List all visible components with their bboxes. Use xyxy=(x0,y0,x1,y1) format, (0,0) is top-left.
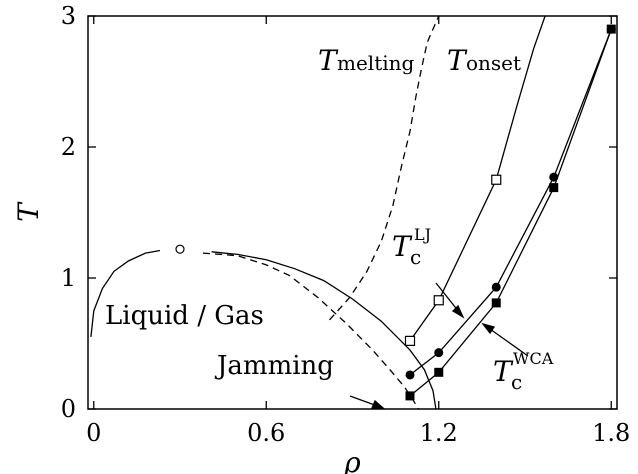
tc-wca-point xyxy=(491,298,501,308)
x-tick-label: 1.2 xyxy=(420,419,458,447)
critical-point-marker xyxy=(175,244,185,254)
tc-lj-main: T xyxy=(392,230,413,263)
series-spinodal-line xyxy=(202,252,420,410)
tc-lj-sup: LJ xyxy=(414,225,431,244)
t-onset-main: T xyxy=(447,44,468,77)
annotation-t-melting: T melting xyxy=(318,44,415,77)
arrow-wca-head xyxy=(481,322,496,335)
t-onset-sub: onset xyxy=(466,51,521,75)
annotation-liquid-gas: Liquid / Gas xyxy=(105,301,264,331)
arrow-lj-head xyxy=(451,304,465,319)
annotation-jamming: Jamming xyxy=(214,351,334,381)
series-t-onset-extension xyxy=(495,15,546,180)
axes: 0 0.6 1.2 1.8 0 1 2 3 ρ T xyxy=(12,2,630,474)
annotation-t-onset: T onset xyxy=(447,44,521,77)
tc-lj-sub: c xyxy=(410,245,421,269)
t-onset-point xyxy=(404,335,416,346)
series-coexistence-right xyxy=(211,251,437,410)
tc-wca-sup: WCA xyxy=(513,349,554,368)
tc-wca-point xyxy=(606,24,616,34)
series-coexistence-left xyxy=(90,249,161,337)
x-tick-label: 0 xyxy=(86,419,101,447)
tc-wca-point xyxy=(405,391,415,401)
plot-area xyxy=(90,15,616,410)
series-tc-lj-line xyxy=(409,28,612,376)
series-tc-wca-line xyxy=(409,28,612,397)
y-axis-label: T xyxy=(12,201,45,222)
y-tick-label: 3 xyxy=(61,2,76,30)
tc-lj-point xyxy=(405,370,415,380)
plot-frame xyxy=(87,15,618,410)
series-t-onset-line xyxy=(409,179,497,342)
y-tick-label: 0 xyxy=(61,395,76,423)
tc-wca-point xyxy=(549,183,559,193)
t-onset-point xyxy=(491,174,502,185)
tc-lj-point xyxy=(491,282,501,292)
tc-lj-point xyxy=(549,172,559,182)
tc-wca-point xyxy=(434,367,444,377)
annotation-tc-wca: T c WCA xyxy=(493,349,554,394)
tc-wca-sub: c xyxy=(511,370,522,394)
x-tick-label: 1.8 xyxy=(592,419,630,447)
t-onset-point xyxy=(433,295,444,306)
arrow-jamming-head xyxy=(371,399,385,409)
y-tick-label: 2 xyxy=(61,133,76,161)
x-axis-label: ρ xyxy=(343,446,361,474)
tc-lj-point xyxy=(434,348,444,358)
t-melting-main: T xyxy=(318,44,339,77)
annotation-arrows xyxy=(349,282,529,409)
y-tick-label: 1 xyxy=(61,264,76,292)
t-melting-sub: melting xyxy=(337,51,415,75)
annotation-tc-lj: T c LJ xyxy=(392,225,431,269)
x-tick-label: 0.6 xyxy=(247,419,285,447)
tc-wca-main: T xyxy=(493,355,514,388)
series-t-melting-line xyxy=(329,15,440,321)
